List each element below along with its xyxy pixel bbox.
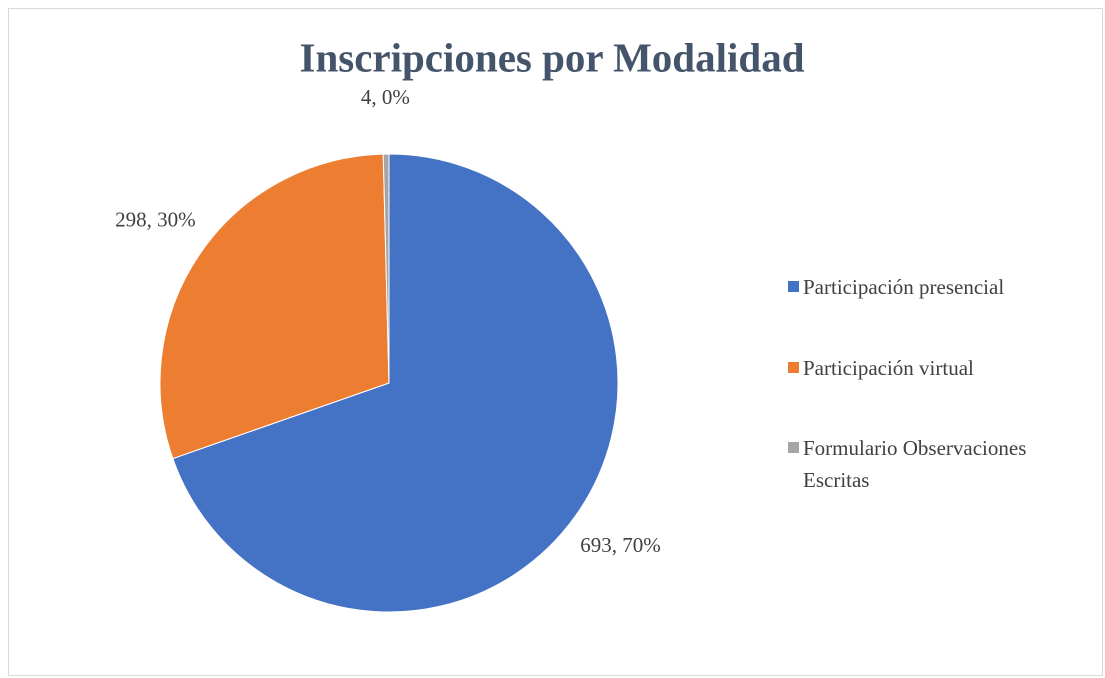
legend-label: Formulario Observaciones Escritas — [803, 436, 1027, 492]
legend-swatch — [788, 281, 799, 292]
data-label: 693, 70% — [580, 533, 661, 557]
legend-label: Participación virtual — [803, 356, 974, 380]
legend-item: Participación virtual — [788, 352, 1088, 384]
legend-swatch — [788, 442, 799, 453]
pie-slice — [382, 153, 390, 384]
data-label: 298, 30% — [115, 207, 196, 231]
chart-title: Inscripciones por Modalidad — [300, 34, 805, 80]
pie-slice — [159, 153, 390, 460]
legend-item: Formulario Observaciones Escritas — [788, 432, 1088, 496]
chart-frame — [8, 8, 1103, 676]
legend-item: Participación presencial — [788, 271, 1088, 303]
legend-swatch — [788, 362, 799, 373]
pie-slice — [172, 153, 619, 613]
legend-label: Participación presencial — [803, 275, 1005, 299]
data-label: 4, 0% — [361, 85, 410, 109]
